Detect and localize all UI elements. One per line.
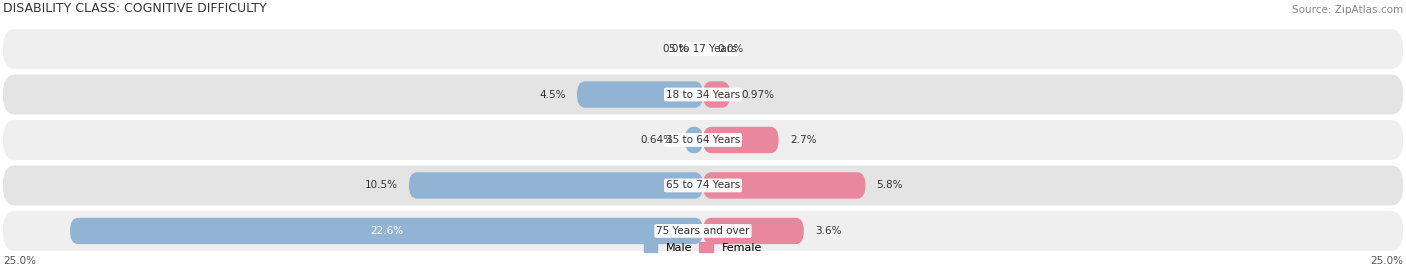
FancyBboxPatch shape (3, 29, 1403, 69)
Legend: Male, Female: Male, Female (640, 238, 766, 257)
Text: 35 to 64 Years: 35 to 64 Years (666, 135, 740, 145)
FancyBboxPatch shape (703, 172, 866, 199)
Text: 18 to 34 Years: 18 to 34 Years (666, 90, 740, 100)
FancyBboxPatch shape (3, 165, 1403, 206)
FancyBboxPatch shape (409, 172, 703, 199)
FancyBboxPatch shape (703, 127, 779, 153)
FancyBboxPatch shape (3, 211, 1403, 251)
FancyBboxPatch shape (703, 218, 804, 244)
Text: 5 to 17 Years: 5 to 17 Years (669, 44, 737, 54)
Text: DISABILITY CLASS: COGNITIVE DIFFICULTY: DISABILITY CLASS: COGNITIVE DIFFICULTY (3, 2, 267, 15)
Text: 65 to 74 Years: 65 to 74 Years (666, 180, 740, 190)
FancyBboxPatch shape (3, 120, 1403, 160)
FancyBboxPatch shape (3, 75, 1403, 115)
Text: 3.6%: 3.6% (815, 226, 842, 236)
Text: 4.5%: 4.5% (540, 90, 565, 100)
Text: 22.6%: 22.6% (370, 226, 404, 236)
Text: 0.97%: 0.97% (741, 90, 775, 100)
Text: 25.0%: 25.0% (1371, 256, 1403, 266)
Text: 0.64%: 0.64% (641, 135, 673, 145)
Text: 25.0%: 25.0% (3, 256, 35, 266)
Text: 5.8%: 5.8% (877, 180, 903, 190)
FancyBboxPatch shape (703, 81, 730, 108)
Text: 2.7%: 2.7% (790, 135, 817, 145)
Text: 0.0%: 0.0% (717, 44, 744, 54)
FancyBboxPatch shape (685, 127, 703, 153)
Text: 10.5%: 10.5% (364, 180, 398, 190)
Text: 0.0%: 0.0% (662, 44, 689, 54)
FancyBboxPatch shape (70, 218, 703, 244)
Text: Source: ZipAtlas.com: Source: ZipAtlas.com (1292, 5, 1403, 15)
Text: 75 Years and over: 75 Years and over (657, 226, 749, 236)
FancyBboxPatch shape (576, 81, 703, 108)
